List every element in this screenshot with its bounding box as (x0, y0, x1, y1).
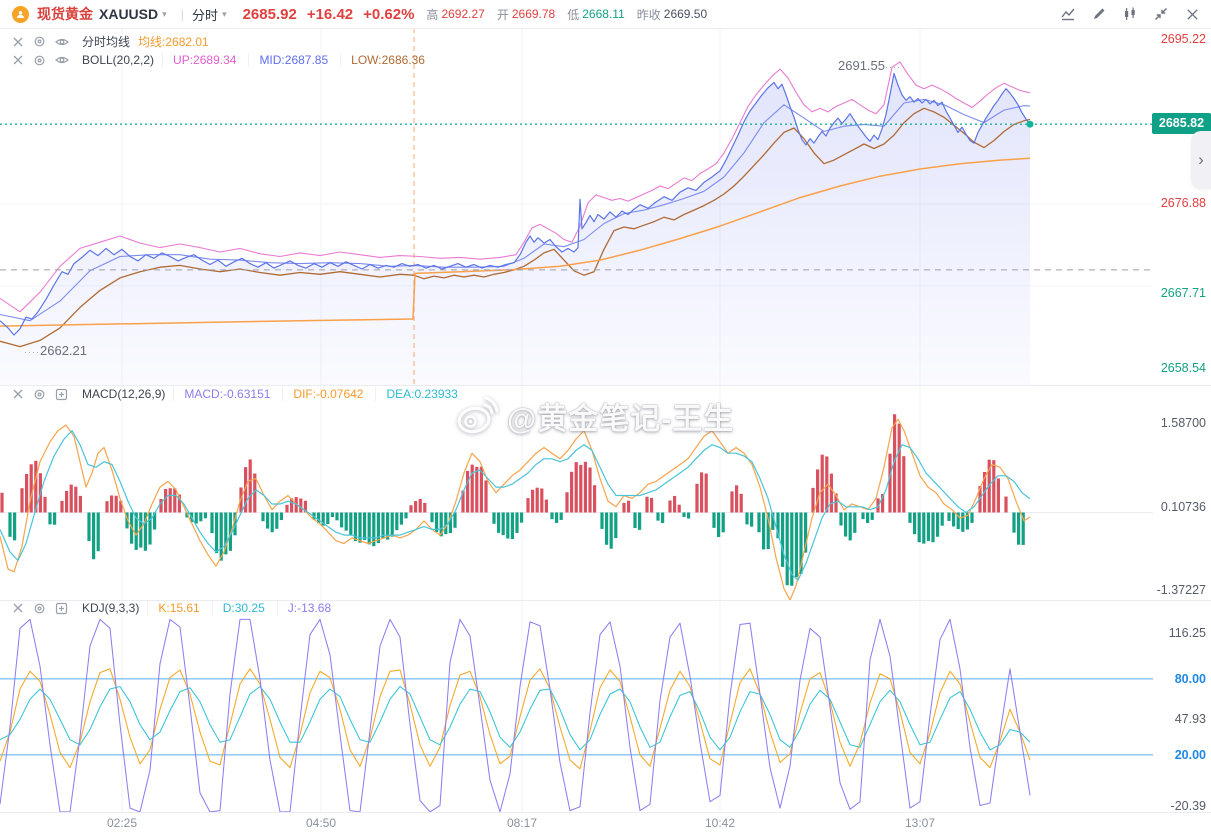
boll-up-value: UP:2689.34 (162, 53, 236, 67)
timeframe-selector[interactable]: 分时 (192, 7, 219, 23)
watermark: @黄金笔记-王生 (455, 394, 734, 438)
d-value: D:30.25 (211, 601, 265, 615)
divider: | (180, 6, 185, 22)
price-change-pct: +0.62% (363, 5, 415, 23)
eye-icon[interactable] (54, 35, 69, 49)
stat-low: 低 2668.11 (567, 7, 625, 22)
stat-open: 开 2669.78 (496, 7, 556, 22)
close-icon[interactable] (10, 53, 25, 67)
time-label: 04:50 (305, 816, 337, 830)
close-icon[interactable] (10, 601, 25, 615)
axis-label-kdj: -20.39 (1170, 799, 1206, 813)
axis-label-macd: 1.58700 (1160, 416, 1206, 430)
legend-ma: 分时均线 均线:2682.01 (10, 33, 209, 50)
ma-title: 分时均线 (82, 35, 131, 49)
stat-prev-close: 昨收 2669.50 (636, 7, 708, 22)
axis-label-main: 2658.54 (1160, 361, 1206, 375)
gold-coin-icon (12, 5, 29, 23)
axis-label-kdj-ref: 80.00 (1174, 672, 1206, 686)
time-label: 02:25 (106, 816, 138, 830)
kdj-title: KDJ(9,3,3) (82, 601, 140, 615)
close-icon[interactable] (1183, 5, 1201, 23)
legend-boll: BOLL(20,2,2) UP:2689.34 MID:2687.85 LOW:… (10, 53, 437, 67)
dif-value: DIF:-0.07642 (282, 387, 363, 401)
dea-value: DEA:0.23933 (375, 387, 458, 401)
last-price: 2685.92 (242, 5, 297, 23)
axis-label-main: 2667.71 (1160, 286, 1206, 300)
session-high-annotation: 2691.55···· (838, 58, 901, 73)
settings-gear-icon[interactable] (32, 35, 47, 49)
axis-label-kdj-ref: 20.00 (1174, 748, 1206, 762)
add-indicator-icon[interactable] (54, 387, 69, 401)
session-low-annotation: ····2662.21 (24, 343, 87, 358)
add-indicator-icon[interactable] (54, 601, 69, 615)
settings-gear-icon[interactable] (32, 53, 47, 67)
stat-high: 高 2692.27 (426, 7, 485, 22)
axis-label-kdj: 47.93 (1174, 712, 1206, 726)
boll-mid-value: MID:2687.85 (248, 53, 328, 67)
axis-label-main: 2695.22 (1160, 32, 1206, 46)
boll-title: BOLL(20,2,2) (82, 53, 155, 67)
k-value: K:15.61 (147, 601, 200, 615)
panel-separator (0, 812, 1211, 813)
j-value: J:-13.68 (276, 601, 331, 615)
collapse-icon[interactable] (1152, 5, 1170, 23)
close-icon[interactable] (10, 387, 25, 401)
axis-label-macd: 0.10736 (1160, 500, 1206, 514)
weibo-icon (457, 396, 499, 434)
settings-gear-icon[interactable] (32, 387, 47, 401)
boll-low-value: LOW:2686.36 (340, 53, 425, 67)
candlestick-icon[interactable] (1121, 5, 1139, 23)
close-icon[interactable] (10, 35, 25, 49)
ma-value: 均线:2682.01 (138, 35, 209, 49)
macd-value: MACD:-0.63151 (173, 387, 270, 401)
symbol-selector[interactable]: XAUUSD (99, 6, 159, 22)
price-change: +16.42 (306, 5, 354, 23)
time-label: 10:42 (704, 816, 736, 830)
time-label: 08:17 (506, 816, 538, 830)
time-label: 13:07 (904, 816, 936, 830)
legend-macd: MACD(12,26,9) MACD:-0.63151 DIF:-0.07642… (10, 387, 470, 401)
expand-panel-handle[interactable]: › (1191, 131, 1211, 189)
header-toolbar (1059, 0, 1201, 28)
axis-label-main: 2676.88 (1160, 196, 1206, 210)
current-price-badge: 2685.82 (1152, 113, 1211, 134)
watermark-text: @黄金笔记-王生 (507, 403, 735, 436)
eye-icon[interactable] (54, 53, 69, 67)
market-label: 现货黄金 (37, 6, 93, 22)
macd-title: MACD(12,26,9) (82, 387, 166, 401)
draw-pencil-icon[interactable] (1090, 5, 1108, 23)
axis-label-macd: -1.37227 (1156, 583, 1206, 597)
settings-gear-icon[interactable] (32, 601, 47, 615)
line-chart-icon[interactable] (1059, 5, 1077, 23)
chevron-down-icon[interactable]: ▾ (162, 8, 167, 19)
panel-separator (0, 385, 1211, 386)
chevron-down-icon[interactable]: ▾ (222, 8, 227, 19)
legend-kdj: KDJ(9,3,3) K:15.61 D:30.25 J:-13.68 (10, 601, 343, 615)
panel-separator (0, 600, 1211, 601)
axis-label-kdj: 116.25 (1168, 626, 1206, 640)
header-bar: 现货黄金 XAUUSD ▾ | 分时 ▾ 2685.92 +16.42 +0.6… (0, 0, 1211, 29)
